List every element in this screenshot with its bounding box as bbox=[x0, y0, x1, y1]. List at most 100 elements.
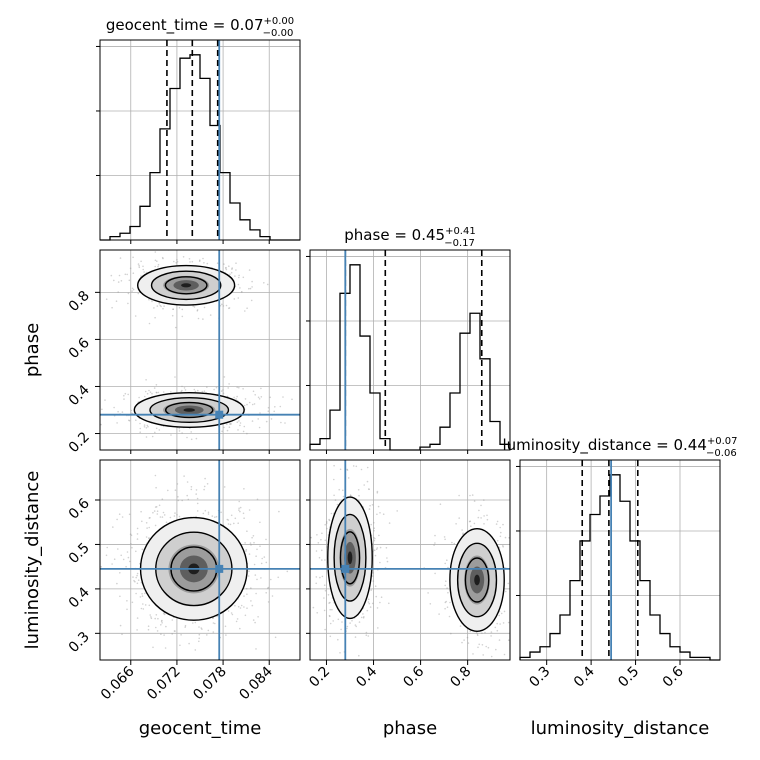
sample-point bbox=[119, 624, 122, 627]
sample-point bbox=[248, 553, 251, 555]
sample-point bbox=[455, 523, 457, 525]
sample-point bbox=[184, 389, 187, 391]
sample-point bbox=[473, 670, 475, 672]
sample-point bbox=[500, 612, 503, 615]
sample-point bbox=[128, 279, 131, 282]
sample-point bbox=[173, 515, 176, 517]
sample-point bbox=[139, 596, 142, 598]
sample-point bbox=[363, 484, 366, 486]
sample-point bbox=[459, 625, 462, 627]
sample-point bbox=[146, 527, 148, 529]
sample-point bbox=[487, 646, 490, 649]
sample-point bbox=[110, 274, 113, 277]
sample-point bbox=[354, 624, 357, 626]
sample-point bbox=[378, 534, 380, 537]
sample-point bbox=[246, 593, 248, 595]
sample-point bbox=[373, 522, 375, 524]
sample-point bbox=[186, 494, 188, 497]
sample-point bbox=[373, 549, 376, 552]
sample-point bbox=[129, 560, 131, 563]
sample-point bbox=[90, 539, 92, 541]
sample-point bbox=[235, 262, 237, 265]
y-tick-label-luminosity_distance: 0.6 bbox=[66, 495, 93, 522]
sample-point bbox=[263, 282, 265, 284]
sample-point bbox=[372, 580, 375, 582]
sample-point bbox=[178, 430, 181, 432]
sample-point bbox=[225, 304, 228, 307]
sample-point bbox=[157, 265, 159, 268]
sample-point bbox=[239, 422, 242, 424]
sample-point bbox=[270, 418, 273, 420]
sample-point bbox=[174, 630, 176, 632]
sample-point bbox=[88, 559, 90, 561]
sample-point bbox=[462, 532, 464, 534]
sample-point bbox=[246, 403, 248, 406]
sample-point bbox=[499, 623, 501, 625]
sample-point bbox=[149, 391, 152, 394]
sample-point bbox=[230, 422, 232, 425]
sample-point bbox=[325, 521, 328, 523]
sample-point bbox=[251, 403, 254, 406]
sample-point bbox=[238, 386, 240, 389]
sample-point bbox=[175, 262, 177, 264]
sample-point bbox=[158, 429, 161, 431]
sample-point bbox=[126, 608, 128, 611]
sample-point bbox=[367, 635, 370, 637]
sample-point bbox=[212, 631, 215, 633]
sample-point bbox=[265, 420, 268, 423]
sample-point bbox=[132, 272, 135, 275]
sample-point bbox=[130, 412, 133, 415]
sample-point bbox=[358, 494, 360, 497]
sample-point bbox=[333, 478, 335, 481]
sample-point bbox=[265, 538, 267, 541]
sample-point bbox=[368, 602, 371, 605]
sample-point bbox=[271, 595, 274, 597]
sample-point bbox=[181, 385, 183, 388]
sample-point bbox=[154, 506, 157, 508]
sample-point bbox=[444, 562, 447, 565]
contour-line bbox=[339, 531, 361, 585]
sample-point bbox=[240, 604, 243, 607]
sample-point bbox=[324, 523, 327, 526]
sample-point bbox=[259, 412, 261, 414]
sample-point bbox=[145, 379, 147, 381]
sample-point bbox=[146, 392, 149, 395]
sample-point bbox=[254, 574, 257, 576]
sample-point bbox=[246, 530, 248, 532]
sample-point bbox=[433, 544, 435, 546]
sample-point bbox=[371, 602, 374, 605]
sample-point bbox=[238, 276, 240, 279]
sample-point bbox=[177, 499, 180, 502]
sample-point bbox=[202, 257, 204, 260]
sample-point bbox=[245, 587, 248, 590]
sample-point bbox=[376, 607, 379, 609]
sample-point bbox=[141, 593, 143, 595]
sample-point bbox=[221, 430, 223, 433]
y-axis-label-luminosity_distance: luminosity_distance bbox=[22, 471, 43, 650]
sample-point bbox=[238, 274, 240, 277]
sample-point bbox=[258, 426, 261, 429]
panel-luminosity_distance-histogram bbox=[519, 459, 721, 661]
sample-point bbox=[496, 622, 499, 625]
sample-point bbox=[161, 498, 164, 501]
sample-point bbox=[339, 652, 341, 654]
sample-point bbox=[336, 503, 339, 506]
sample-point bbox=[370, 451, 372, 453]
sample-point bbox=[188, 642, 190, 645]
sample-point bbox=[162, 391, 165, 393]
sample-point bbox=[233, 522, 235, 525]
sample-point bbox=[325, 522, 328, 524]
sample-point bbox=[203, 306, 206, 309]
x-tick-label-luminosity_distance: 0.4 bbox=[571, 663, 598, 690]
sample-point bbox=[228, 265, 230, 268]
sample-point bbox=[181, 389, 183, 392]
contour-line bbox=[136, 264, 236, 306]
sample-point bbox=[174, 512, 176, 514]
sample-point bbox=[253, 541, 255, 544]
sample-point bbox=[238, 500, 240, 503]
sample-point bbox=[328, 614, 331, 617]
y-tick-label-luminosity_distance: 0.5 bbox=[66, 540, 93, 567]
contour-line bbox=[456, 542, 498, 618]
sample-point bbox=[320, 538, 322, 541]
sample-point bbox=[496, 629, 499, 632]
